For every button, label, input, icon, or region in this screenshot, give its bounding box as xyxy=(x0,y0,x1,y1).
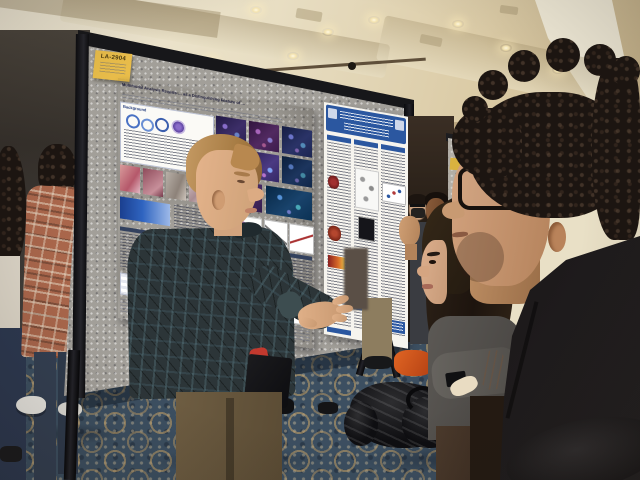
man-curly-hair xyxy=(452,108,522,178)
woman-eye xyxy=(429,260,436,264)
orange-bag xyxy=(394,350,434,376)
presenter-trousers xyxy=(176,392,282,480)
microscopy-image xyxy=(282,155,312,188)
recessed-light xyxy=(250,6,262,14)
woman-lips xyxy=(422,284,433,289)
hair-curl xyxy=(462,96,488,122)
recessed-light xyxy=(287,52,299,60)
hair-curl xyxy=(584,44,616,76)
presenter-trouser-crease xyxy=(226,398,234,480)
university-logo xyxy=(328,107,337,120)
attendee-left-hair xyxy=(0,146,26,266)
dark-shoe xyxy=(318,402,338,414)
heatmap-image xyxy=(120,196,170,227)
figure-scatter xyxy=(382,182,406,206)
puffer-jacket-fold xyxy=(344,402,378,446)
dark-shoe xyxy=(0,446,22,462)
line-plot-image xyxy=(289,223,314,256)
histology-image xyxy=(143,167,163,198)
hair-curl xyxy=(546,38,580,72)
recessed-light xyxy=(500,44,512,52)
location-tag-small-text xyxy=(98,61,126,75)
woman-dark-bag xyxy=(470,396,506,480)
attendee-plaid-jeans xyxy=(34,352,56,480)
face-mask xyxy=(411,208,425,218)
histology-image xyxy=(120,164,140,194)
histology-image xyxy=(166,171,186,201)
sprinkler-icon xyxy=(348,62,356,70)
figure-mouse-panel xyxy=(355,167,379,212)
figure-red-blob xyxy=(328,174,339,190)
presenter-ear xyxy=(212,190,225,210)
microscopy-image xyxy=(266,185,312,221)
hair-curl xyxy=(508,50,540,82)
white-sneaker xyxy=(16,396,46,414)
diagram-virus-icon xyxy=(173,120,184,134)
man-ear xyxy=(548,222,566,252)
attendee-masked-hair xyxy=(408,194,427,205)
woman-nose xyxy=(417,266,429,277)
man-stubble xyxy=(456,232,504,282)
recessed-light xyxy=(322,28,334,36)
recessed-light xyxy=(368,16,380,24)
raised-hand xyxy=(399,216,420,246)
diagram-cell-icon xyxy=(126,113,140,130)
background-attendee-shoe xyxy=(364,356,392,369)
section-bar xyxy=(327,326,351,336)
location-tag: LA-2904 xyxy=(92,50,133,82)
raised-hand-wrist xyxy=(405,244,417,260)
man-curly-hair xyxy=(592,58,640,240)
glasses-line xyxy=(410,204,425,207)
microscopy-image xyxy=(282,125,312,158)
hair-curl xyxy=(612,56,640,86)
university-logo xyxy=(395,119,404,132)
diagram-cell-icon xyxy=(155,116,169,134)
diagram-cell-icon xyxy=(141,117,154,133)
figure-dark-box xyxy=(358,215,375,242)
attendee-left-top xyxy=(0,256,20,334)
recessed-light xyxy=(452,20,464,28)
hair-curl xyxy=(478,70,508,100)
